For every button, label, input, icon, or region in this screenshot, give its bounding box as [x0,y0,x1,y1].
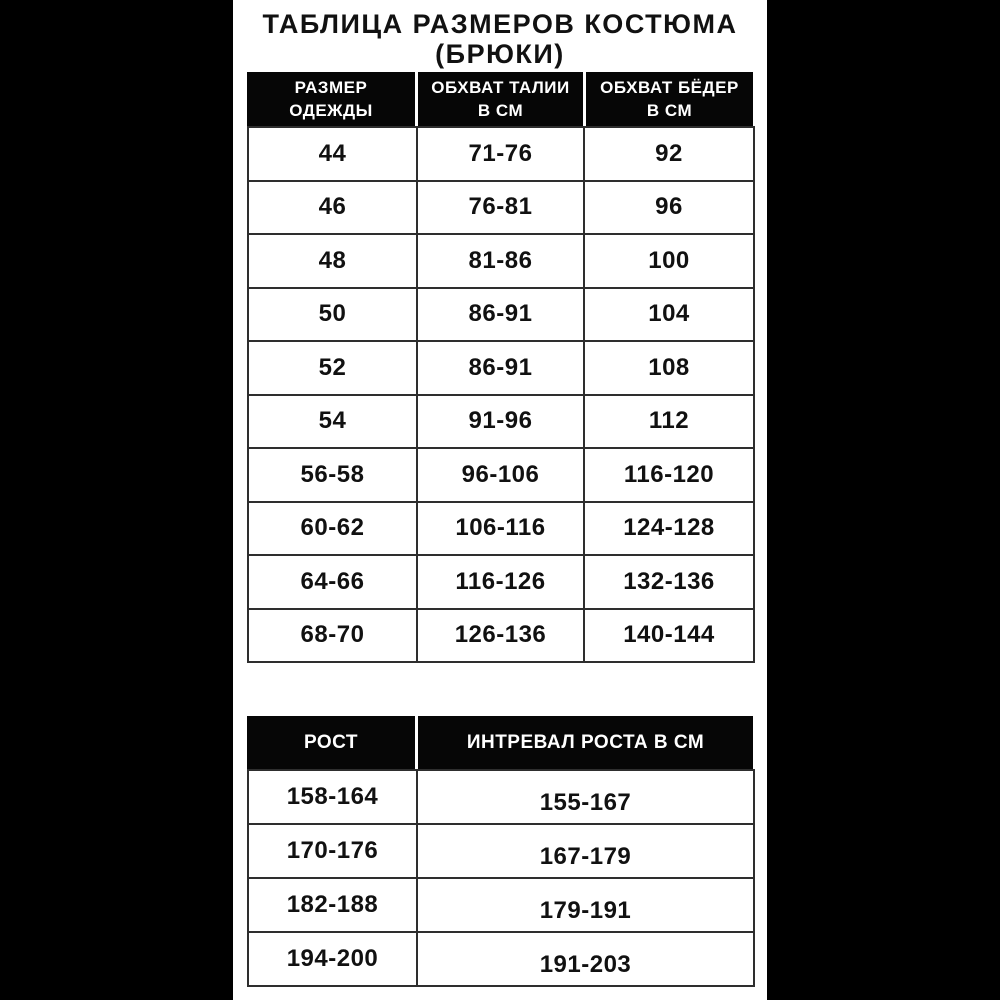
header-cell-hips: ОБХВАТ БЁДЕР В СМ [586,72,753,126]
table-row: 170-176 167-179 [247,823,755,879]
table-row: 68-70 126-136 140-144 [247,607,755,663]
table-cell: 112 [583,393,755,449]
table-row: 52 86-91 108 [247,340,755,396]
table-row: 60-62 106-116 124-128 [247,500,755,556]
table-row: 182-188 179-191 [247,877,755,933]
table-cell: 52 [247,340,418,396]
size-table-body: 44 71-76 92 46 76-81 96 48 81-86 100 [247,126,755,663]
table-row: 194-200 191-203 [247,931,755,987]
table-cell: 81-86 [416,233,585,289]
height-table-header: РОСТ ИНТРЕВАЛ РОСТА В СМ [247,716,753,769]
table-cell: 44 [247,126,418,182]
table-cell: 106-116 [416,500,585,556]
table-row: 46 76-81 96 [247,179,755,235]
size-table: РАЗМЕР ОДЕЖДЫ ОБХВАТ ТАЛИИ В СМ ОБХВАТ Б… [247,72,755,663]
table-cell: 158-164 [247,769,418,825]
table-cell: 64-66 [247,554,418,610]
table-cell: 86-91 [416,286,585,342]
header-cell-height: РОСТ [247,716,415,769]
page-title-line2: (БРЮКИ) [435,39,565,69]
header-cell-height-interval: ИНТРЕВАЛ РОСТА В СМ [418,716,753,769]
table-cell: 191-203 [416,931,755,987]
table-cell: 54 [247,393,418,449]
table-row: 48 81-86 100 [247,233,755,289]
table-cell: 86-91 [416,340,585,396]
table-cell: 179-191 [416,877,755,933]
table-cell: 50 [247,286,418,342]
table-cell: 71-76 [416,126,585,182]
table-cell: 108 [583,340,755,396]
table-cell: 56-58 [247,447,418,503]
table-cell: 76-81 [416,179,585,235]
table-row: 158-164 155-167 [247,769,755,825]
table-cell: 182-188 [247,877,418,933]
size-chart-page: ТАБЛИЦА РАЗМЕРОВ КОСТЮМА (БРЮКИ) РАЗМЕР … [233,0,767,1000]
table-cell: 96-106 [416,447,585,503]
table-cell: 132-136 [583,554,755,610]
header-cell-size: РАЗМЕР ОДЕЖДЫ [247,72,415,126]
table-cell: 60-62 [247,500,418,556]
table-cell: 116-120 [583,447,755,503]
table-cell: 167-179 [416,823,755,879]
table-cell: 104 [583,286,755,342]
page-title-line1: ТАБЛИЦА РАЗМЕРОВ КОСТЮМА [262,9,738,39]
table-cell: 46 [247,179,418,235]
page-title: ТАБЛИЦА РАЗМЕРОВ КОСТЮМА (БРЮКИ) [233,9,767,69]
table-cell: 140-144 [583,607,755,663]
table-cell: 194-200 [247,931,418,987]
table-cell: 126-136 [416,607,585,663]
header-cell-waist: ОБХВАТ ТАЛИИ В СМ [418,72,583,126]
table-row: 56-58 96-106 116-120 [247,447,755,503]
table-row: 54 91-96 112 [247,393,755,449]
table-cell: 92 [583,126,755,182]
height-table-body: 158-164 155-167 170-176 167-179 182-188 … [247,769,755,987]
size-table-header: РАЗМЕР ОДЕЖДЫ ОБХВАТ ТАЛИИ В СМ ОБХВАТ Б… [247,72,753,126]
table-row: 64-66 116-126 132-136 [247,554,755,610]
table-cell: 124-128 [583,500,755,556]
table-cell: 116-126 [416,554,585,610]
table-cell: 91-96 [416,393,585,449]
table-cell: 96 [583,179,755,235]
table-cell: 155-167 [416,769,755,825]
table-row: 50 86-91 104 [247,286,755,342]
height-table: РОСТ ИНТРЕВАЛ РОСТА В СМ 158-164 155-167… [247,716,755,987]
table-cell: 48 [247,233,418,289]
table-cell: 170-176 [247,823,418,879]
table-cell: 68-70 [247,607,418,663]
table-cell: 100 [583,233,755,289]
table-row: 44 71-76 92 [247,126,755,182]
